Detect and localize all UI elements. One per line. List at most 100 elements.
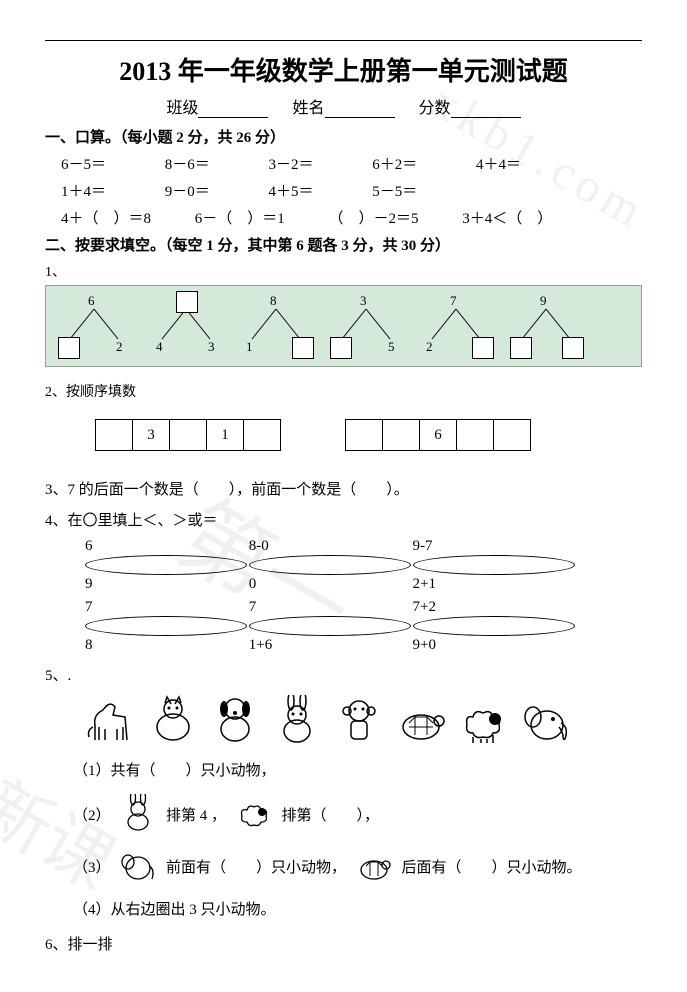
animals-row (45, 695, 642, 745)
q5-label: 5、. (45, 664, 642, 685)
seq-cell[interactable] (96, 420, 133, 451)
name-blank[interactable] (325, 103, 395, 118)
animal-dog-icon (209, 695, 261, 745)
score-blank[interactable] (451, 103, 521, 118)
number-bond: 43 (146, 291, 226, 361)
sequence-row: 3 1 6 (45, 419, 642, 454)
calc-item: 5－5＝ (372, 180, 472, 201)
seq-cell: 6 (420, 420, 457, 451)
bond-number: 4 (156, 339, 163, 355)
animal-sheep-icon (234, 794, 274, 832)
seq-cell[interactable] (494, 420, 531, 451)
compare-item: 7+29+0 (413, 599, 573, 654)
calc-item: 6－（ ）＝1 (195, 207, 325, 228)
compare-item: 78 (85, 599, 245, 654)
compare-item: 69 (85, 538, 245, 593)
bond-number: 6 (88, 293, 95, 309)
bond-number: 3 (208, 339, 215, 355)
q4-label: 4、在〇里填上＜、＞或＝ (45, 509, 642, 530)
compare-circle[interactable] (85, 616, 247, 636)
compare-circle[interactable] (85, 555, 247, 575)
seq-cell[interactable] (170, 420, 207, 451)
q5-2: （2） 排第 4 ， 排第（ ）， (73, 794, 642, 832)
bond-number: 7 (450, 293, 457, 309)
compare-circle[interactable] (413, 555, 575, 575)
animal-rabbit-icon (118, 794, 158, 832)
compare-row: 69 8-00 9-72+1 (85, 538, 642, 593)
q5-2-prefix: （2） (73, 808, 111, 824)
class-blank[interactable] (198, 103, 268, 118)
seq-cell[interactable] (457, 420, 494, 451)
number-bond: 72 (416, 291, 496, 361)
calc-item: 1＋4＝ (61, 180, 161, 201)
animal-rabbit-icon (271, 695, 323, 745)
bond-box[interactable] (472, 337, 494, 359)
calc-item: （ ）－2＝5 (329, 207, 459, 228)
q5-3-end: 后面有（ ）只小动物。 (402, 860, 582, 876)
compare-circle[interactable] (249, 616, 411, 636)
sequence-table: 3 1 (95, 419, 281, 451)
animal-horse-icon (85, 695, 137, 745)
calc-block: 6－5＝ 8－6＝ 3－2＝ 6＋2＝ 4＋4＝ 1＋4＝ 9－0＝ 4＋5＝ … (45, 153, 642, 228)
seq-cell: 3 (133, 420, 170, 451)
calc-row: 1＋4＝ 9－0＝ 4＋5＝ 5－5＝ (61, 180, 642, 201)
calc-item: 4＋（ ）＝8 (61, 207, 191, 228)
seq-cell[interactable] (244, 420, 281, 451)
number-bond: 35 (326, 291, 406, 361)
name-label: 姓名 (292, 100, 324, 117)
calc-item: 4＋4＝ (476, 153, 576, 174)
section1-heading: 一、口算。（每小题 2 分，共 26 分） (45, 126, 642, 147)
q3-text: 3、7 的后面一个数是（ ），前面一个数是（ ）。 (45, 478, 642, 499)
calc-item: 9－0＝ (165, 180, 265, 201)
animal-elephant-icon (118, 846, 158, 884)
q5-1: （1）共有（ ）只小动物， (73, 759, 642, 780)
info-row: 班级 姓名 分数 (45, 94, 642, 118)
bond-number: 5 (388, 339, 395, 355)
page-title: 2013 年一年级数学上册第一单元测试题 (45, 51, 642, 88)
calc-item: 6－5＝ (61, 153, 161, 174)
animal-elephant-icon (519, 695, 571, 745)
calc-item: 3＋4＜（ ） (462, 207, 592, 228)
compare-circle[interactable] (249, 555, 411, 575)
bond-number: 3 (360, 293, 367, 309)
q5-2-end: 排第（ ）， (282, 808, 380, 824)
calc-row: 4＋（ ）＝8 6－（ ）＝1 （ ）－2＝5 3＋4＜（ ） (61, 207, 642, 228)
q5-3: （3） 前面有（ ）只小动物， 后面有（ ）只小动物。 (73, 846, 642, 884)
compare-item: 9-72+1 (413, 538, 573, 593)
bond-number: 2 (426, 339, 433, 355)
bond-number: 1 (246, 339, 253, 355)
animal-cat-icon (147, 695, 199, 745)
compare-item: 71+6 (249, 599, 409, 654)
calc-item: 3－2＝ (269, 153, 369, 174)
bond-box[interactable] (176, 291, 198, 313)
bond-number: 8 (270, 293, 277, 309)
compare-item: 8-00 (249, 538, 409, 593)
calc-item: 6＋2＝ (372, 153, 472, 174)
q2-label: 2、按顺序填数 (45, 381, 642, 401)
bond-box[interactable] (562, 337, 584, 359)
q1-label: 1、 (45, 261, 642, 281)
bond-number: 9 (540, 293, 547, 309)
compare-block: 69 8-00 9-72+1 78 71+6 7+29+0 (45, 538, 642, 654)
bond-box[interactable] (292, 337, 314, 359)
number-bond: 81 (236, 291, 316, 361)
top-rule (45, 40, 642, 41)
class-label: 班级 (166, 100, 198, 117)
bond-box[interactable] (330, 337, 352, 359)
q6-label: 6、排一排 (45, 933, 642, 954)
q5-3-prefix: （3） (73, 860, 111, 876)
seq-cell[interactable] (346, 420, 383, 451)
animal-monkey-icon (333, 695, 385, 745)
animal-sheep-icon (457, 695, 509, 745)
number-bonds-panel: 62438135729 (45, 285, 642, 367)
seq-cell[interactable] (383, 420, 420, 451)
sequence-table: 6 (345, 419, 531, 451)
bond-box[interactable] (58, 337, 80, 359)
bond-box[interactable] (510, 337, 532, 359)
seq-cell: 1 (207, 420, 244, 451)
q5-3-mid: 前面有（ ）只小动物， (166, 860, 346, 876)
animal-turtle-icon (395, 695, 447, 745)
calc-item: 4＋5＝ (269, 180, 369, 201)
compare-circle[interactable] (413, 616, 575, 636)
calc-item: 8－6＝ (165, 153, 265, 174)
